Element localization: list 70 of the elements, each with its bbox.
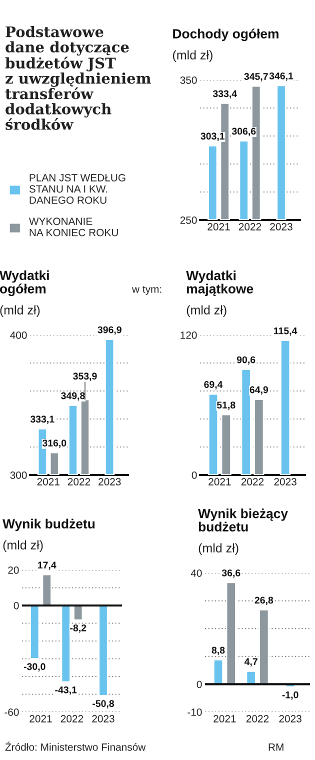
x-tick-label: 2022 xyxy=(241,478,264,486)
data-label: 115,4 xyxy=(274,327,298,336)
data-label: 4,7 xyxy=(244,658,258,666)
bar xyxy=(212,659,224,685)
data-label: 90,6 xyxy=(236,356,256,365)
chart-subtitle: (mld zł) xyxy=(173,50,212,62)
data-label: -8,2 xyxy=(70,624,86,633)
x-tick-label: 2021 xyxy=(214,715,236,722)
y-tick-label: -10 xyxy=(188,708,202,716)
chart-subtitle: (mld zł) xyxy=(186,305,226,317)
data-label: 345,7 xyxy=(244,73,268,82)
x-tick-label: 2022 xyxy=(60,715,84,722)
text: Podstawowe dane dotyczące budżetów JST z uwzględnieniem transferów dodatkowych środków xyxy=(5,26,151,130)
x-tick-label: 2023 xyxy=(98,478,121,486)
bar xyxy=(254,398,264,475)
legend-label: WYKONANIE NA KONIEC ROKU xyxy=(29,218,118,236)
chart-subtitle: (mld zł) xyxy=(0,305,40,317)
data-label: 353,9 xyxy=(73,372,97,381)
data-label: 333,1 xyxy=(30,416,54,424)
y-tick-label: 40 xyxy=(190,570,202,577)
chart-title: Dochody ogółem xyxy=(173,28,278,42)
data-label: 316,0 xyxy=(42,440,66,448)
bar xyxy=(258,609,270,685)
bar xyxy=(220,414,232,475)
data-label: 17,4 xyxy=(38,562,56,570)
chart-title: Wynik bieżący budżetu xyxy=(198,508,288,532)
x-tick-label: 2023 xyxy=(92,715,114,722)
data-label: 306,6 xyxy=(232,128,256,136)
y-tick-label: 250 xyxy=(180,216,197,224)
y-tick-label: 20 xyxy=(8,566,19,574)
data-label: 346,1 xyxy=(269,72,294,81)
data-label: 69,4 xyxy=(204,381,223,390)
y-tick-label: 400 xyxy=(10,332,27,339)
chart-subtitle: (mld zł) xyxy=(198,543,238,555)
x-tick-label: 2023 xyxy=(270,223,292,230)
chart-title: Wynik budżetu xyxy=(2,518,95,532)
x-tick-label: 2023 xyxy=(279,715,302,722)
y-tick-label: -60 xyxy=(4,708,19,716)
data-label: 303,1 xyxy=(200,132,225,141)
data-label: -1,0 xyxy=(282,691,298,700)
x-tick-label: 2021 xyxy=(208,478,231,486)
x-tick-label: 2022 xyxy=(68,478,90,486)
y-tick-label: 0 xyxy=(14,602,19,610)
chart-subtitle: (mld zł) xyxy=(3,540,43,552)
text: RM xyxy=(268,744,284,751)
data-label: 333,4 xyxy=(212,90,237,99)
y-tick-label: 0 xyxy=(196,680,202,688)
data-label: 8,8 xyxy=(212,646,225,656)
x-tick-label: 2021 xyxy=(37,478,60,486)
x-tick-label: 2022 xyxy=(238,223,262,230)
text: w tym: xyxy=(132,286,162,295)
y-tick-label: 0 xyxy=(192,472,197,479)
data-label: 36,6 xyxy=(222,569,240,578)
data-label: 396,9 xyxy=(98,326,122,335)
x-tick-label: 2021 xyxy=(208,223,230,230)
data-label: 51,8 xyxy=(216,402,236,410)
x-tick-label: 2022 xyxy=(246,715,269,722)
data-label: -50,8 xyxy=(92,700,114,708)
data-label: 26,8 xyxy=(254,596,274,606)
chart-title: Wydatki majątkowe xyxy=(186,270,254,296)
text: Źródło: Ministerstwo Finansów xyxy=(5,742,146,751)
y-tick-label: 120 xyxy=(180,332,197,339)
data-label: -43,1 xyxy=(55,686,77,695)
data-label: -30,0 xyxy=(24,663,46,672)
legend-label: PLAN JST WEDŁUG STANU NA I KW. DANEGO ROKU xyxy=(29,174,126,204)
y-tick-label: 300 xyxy=(10,472,27,479)
x-tick-label: 2021 xyxy=(30,715,52,722)
data-label: 64,9 xyxy=(250,386,268,395)
y-tick-label: 350 xyxy=(180,76,197,84)
x-tick-label: 2023 xyxy=(274,478,296,486)
